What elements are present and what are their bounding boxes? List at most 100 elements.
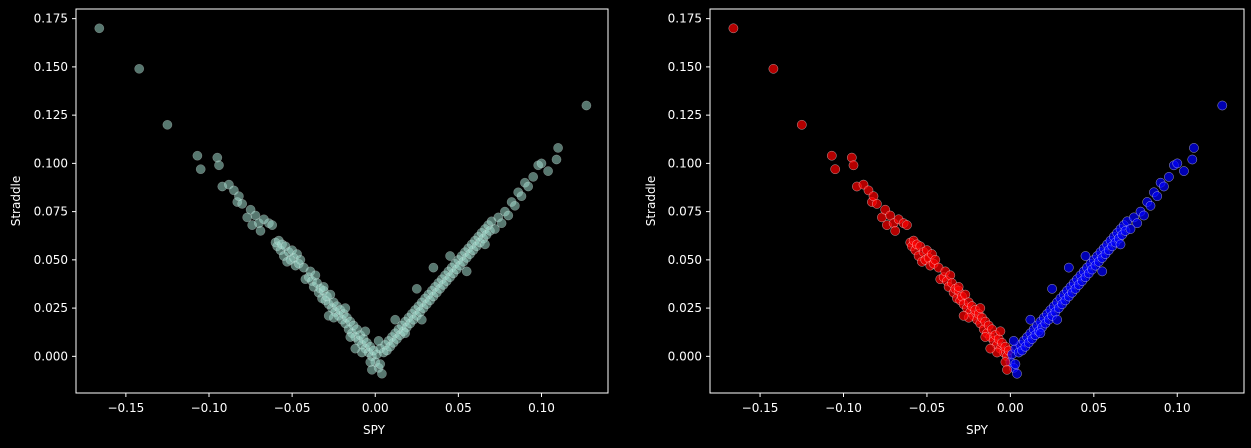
data-point [373, 336, 384, 346]
data-point [796, 119, 807, 130]
left-y-tick-label: 0.075 [34, 205, 68, 219]
left-y-tick-label: 0.025 [34, 301, 68, 315]
data-point [255, 226, 266, 236]
data-point [377, 368, 387, 379]
data-point [516, 191, 527, 201]
data-point [340, 303, 351, 313]
data-point [496, 218, 507, 228]
data-point [94, 23, 105, 34]
data-point [1152, 191, 1163, 202]
data-point [728, 23, 739, 34]
data-point [1125, 224, 1136, 234]
left-y-tick-label: 0.000 [34, 349, 68, 363]
data-point [1052, 314, 1062, 325]
right-y-tick-label: 0.075 [668, 205, 702, 219]
data-point [543, 166, 553, 176]
data-point [1139, 210, 1149, 221]
right-points [728, 23, 1228, 379]
data-point [1217, 100, 1228, 111]
left-x-tick-label: −0.15 [107, 401, 144, 415]
right-y-tick-label: 0.175 [668, 12, 702, 26]
data-point [1179, 166, 1189, 176]
right-x-tick-label: −0.10 [825, 401, 862, 415]
right-y-tick-label: 0.025 [668, 301, 702, 315]
data-point [848, 160, 859, 171]
data-point [1115, 239, 1126, 250]
data-point [318, 282, 329, 292]
data-point [510, 201, 520, 211]
right-y-tick-label: 0.125 [668, 108, 702, 122]
left-x-axis-label: SPY [363, 423, 386, 437]
data-point [1145, 200, 1156, 211]
data-point [417, 314, 427, 325]
right-x-tick-label: −0.05 [909, 401, 946, 415]
data-point [958, 310, 969, 321]
left-x-tick-label: 0.10 [528, 401, 555, 415]
left-points [94, 23, 592, 379]
right-scatter-plot: SPY Straddle −0.15 −0.10 −0.05 0.00 0.05 0.10… [644, 8, 1245, 437]
right-axes-frame [709, 8, 1245, 394]
data-point [490, 224, 500, 234]
data-point [1080, 251, 1091, 261]
right-y-tick-label: 0.150 [668, 60, 702, 74]
data-point [1063, 262, 1074, 273]
data-point [445, 251, 455, 261]
data-point [461, 266, 472, 277]
data-point [1010, 359, 1021, 369]
data-point [553, 143, 563, 153]
data-point [872, 199, 882, 209]
data-point [985, 343, 996, 354]
data-point [134, 64, 144, 74]
data-point [267, 220, 277, 230]
data-point [480, 239, 490, 250]
data-point [428, 262, 439, 273]
data-point [1189, 143, 1199, 153]
left-y-tick-label: 0.150 [34, 60, 68, 74]
data-point [1187, 154, 1198, 165]
left-x-tick-label: −0.05 [274, 401, 311, 415]
left-y-tick-label: 0.175 [34, 12, 68, 26]
data-point [323, 311, 334, 321]
data-point [1097, 266, 1108, 277]
data-point [1047, 283, 1057, 294]
data-point [1132, 218, 1143, 229]
data-point [503, 210, 514, 221]
data-point [830, 164, 841, 175]
right-y-tick-label: 0.050 [668, 253, 702, 267]
data-point [1159, 181, 1169, 192]
data-point [581, 100, 592, 111]
data-point [1025, 314, 1036, 325]
left-axes-frame [75, 8, 609, 394]
data-point [1002, 364, 1012, 375]
data-point [528, 172, 538, 182]
left-x-tick-label: 0.00 [362, 401, 389, 415]
data-point [367, 365, 377, 375]
left-y-tick-label: 0.100 [34, 156, 68, 170]
data-point [1172, 158, 1183, 169]
data-point [214, 160, 224, 171]
data-point [1012, 368, 1022, 379]
data-point [995, 326, 1006, 337]
data-point [390, 314, 400, 325]
data-point [1164, 172, 1174, 182]
left-y-tick-label: 0.050 [34, 253, 68, 267]
data-point [360, 326, 371, 337]
data-point [195, 164, 206, 174]
data-point [350, 343, 361, 354]
data-point [826, 150, 837, 161]
data-point [536, 158, 547, 169]
right-x-tick-label: 0.00 [997, 401, 1024, 415]
data-point [551, 154, 562, 165]
left-x-tick-label: −0.10 [191, 401, 228, 415]
data-point [953, 282, 964, 292]
data-point [192, 150, 203, 161]
data-point [375, 359, 385, 369]
data-point [400, 328, 410, 338]
data-point [237, 199, 247, 209]
left-y-axis-label: Straddle [9, 176, 23, 227]
left-y-tick-label: 0.125 [34, 108, 68, 122]
right-x-tick-label: −0.15 [742, 401, 779, 415]
data-point [980, 332, 991, 342]
data-point [890, 226, 901, 236]
